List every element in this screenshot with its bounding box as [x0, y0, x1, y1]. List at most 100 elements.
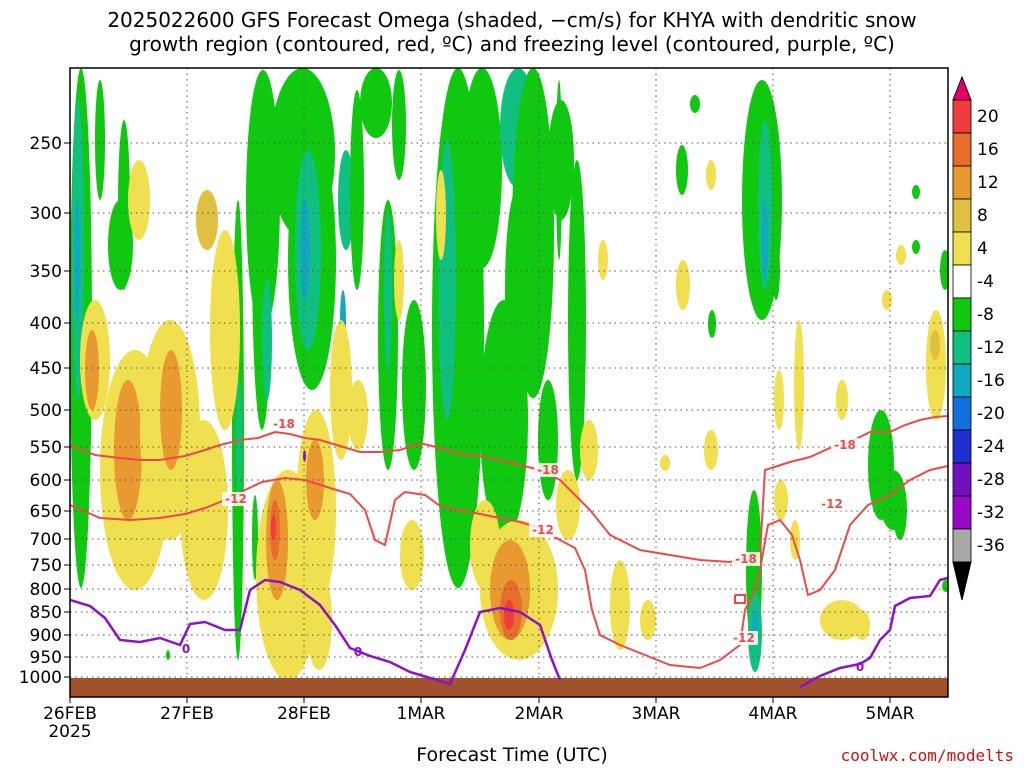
omega-cell [85, 330, 99, 410]
y-tick-label: 850 [30, 603, 62, 623]
freezing-contour-label: 0 [354, 645, 362, 659]
omega-cell [330, 320, 352, 460]
omega-cell [794, 320, 804, 450]
omega-cell [940, 250, 948, 290]
colorbar-label: 4 [977, 239, 988, 259]
y-tick-label: 600 [30, 471, 62, 491]
omega-cell [580, 420, 598, 480]
y-tick-label: 350 [30, 262, 62, 282]
colorbar-segment [952, 429, 972, 464]
y-tick-label: 650 [30, 502, 62, 522]
dgz-contour-label: -12 [532, 523, 554, 537]
dgz-label-bg [534, 463, 562, 477]
colorbar-segment [952, 528, 972, 563]
colorbar-label: -28 [977, 470, 1005, 490]
contours: -18 -18 -12 -12 -18 -12 -18 -12 0 0 0 [70, 415, 948, 689]
colorbar-label: 16 [977, 140, 999, 160]
y-axis: 250 300 350 400 450 500 550 600 650 700 750 800 850 9… [19, 134, 70, 688]
omega-cell [74, 200, 80, 320]
omega-cell [306, 570, 332, 670]
credit-link[interactable]: coolwx.com/modelts [840, 746, 1014, 765]
omega-cell [350, 90, 364, 290]
grid [70, 68, 948, 697]
omega-cell [303, 450, 306, 462]
omega-cell [210, 230, 240, 430]
omega-cell [762, 200, 768, 280]
x-axis: 26FEB 27FEB 28FEB 1MAR 2MAR 3MAR 4MAR 5MAR 2025 [43, 697, 915, 742]
y-tick-label: 300 [30, 204, 62, 224]
colorbar: 20 16 12 8 4 -4 -8 -12 -16 -20 -24 -28 -32 -36 [952, 75, 1005, 601]
omega-cell [402, 300, 426, 470]
colorbar-segment [952, 363, 972, 398]
omega-cell [392, 70, 406, 180]
y-tick-label: 900 [30, 626, 62, 646]
omega-cell [196, 190, 218, 250]
y-tick-label: 250 [30, 134, 62, 154]
x-tick-label: 4MAR [749, 704, 798, 724]
colorbar-bottom-arrow [952, 561, 972, 601]
colorbar-segment [952, 231, 972, 266]
plot-frame [69, 67, 949, 698]
omega-cell [640, 600, 656, 640]
omega-cell [774, 480, 788, 520]
colorbar-label: 20 [977, 107, 999, 127]
dgz-label-bg [732, 552, 760, 566]
dgz-contour-minus18 [70, 415, 948, 564]
dgz-contour-minus12 [70, 465, 948, 670]
y-tick-label: 750 [30, 556, 62, 576]
omega-cell [556, 470, 580, 540]
dgz-contour-label: -18 [735, 552, 757, 566]
colorbar-segment [952, 264, 972, 299]
colorbar-label: -20 [977, 404, 1005, 424]
x-tick-label: 1MAR [397, 704, 446, 724]
omega-cell [772, 240, 780, 300]
y-tick-label: 1000 [19, 668, 62, 688]
freezing-contour-label: 0 [182, 642, 190, 656]
omega-cell [118, 120, 130, 290]
dgz-label-bg [831, 438, 859, 452]
omega-cell [538, 380, 558, 500]
y-tick-label: 950 [30, 648, 62, 668]
omega-cell [896, 245, 906, 265]
omega-cell [262, 280, 272, 400]
omega-cell [660, 455, 670, 471]
ground-surface [70, 678, 948, 697]
y-tick-label: 800 [30, 580, 62, 600]
omega-cell [128, 160, 150, 240]
chart-title-line2: growth region (contoured, red, ºC) and f… [129, 32, 895, 56]
colorbar-label: -16 [977, 371, 1005, 391]
omega-cell [520, 68, 546, 328]
omega-cell [462, 68, 502, 268]
omega-cell [400, 520, 424, 590]
omega-cell [306, 440, 324, 520]
dgz-label-bg [270, 417, 298, 431]
omega-cell [676, 145, 688, 195]
omega-cell [704, 430, 718, 470]
x-year-label: 2025 [48, 722, 91, 742]
freezing-level-contour-east [799, 576, 948, 689]
omega-cell [160, 350, 182, 470]
dgz-contour-label: -18 [273, 417, 295, 431]
omega-shading [70, 68, 948, 680]
dgz-contour-label: -18 [537, 463, 559, 477]
omega-cell [556, 80, 562, 260]
x-tick-label: 27FEB [160, 704, 214, 724]
colorbar-label: -36 [977, 536, 1005, 556]
colorbar-segment [952, 462, 972, 497]
omega-cell [942, 580, 948, 592]
omega-cell [926, 310, 946, 420]
omega-cell [394, 240, 404, 320]
omega-cell [854, 610, 870, 640]
omega-cell [384, 210, 392, 370]
omega-cell [338, 150, 354, 250]
dgz-contour-label: -12 [821, 497, 843, 511]
colorbar-label: -12 [977, 338, 1005, 358]
y-tick-label: 550 [30, 438, 62, 458]
omega-cell [271, 515, 276, 540]
colorbar-label: -4 [977, 272, 994, 292]
colorbar-label: -24 [977, 437, 1005, 457]
dgz-contour-label: -12 [225, 492, 247, 506]
omega-cell [836, 380, 848, 420]
omega-cell [930, 330, 940, 360]
freezing-contour-label: 0 [856, 660, 864, 674]
